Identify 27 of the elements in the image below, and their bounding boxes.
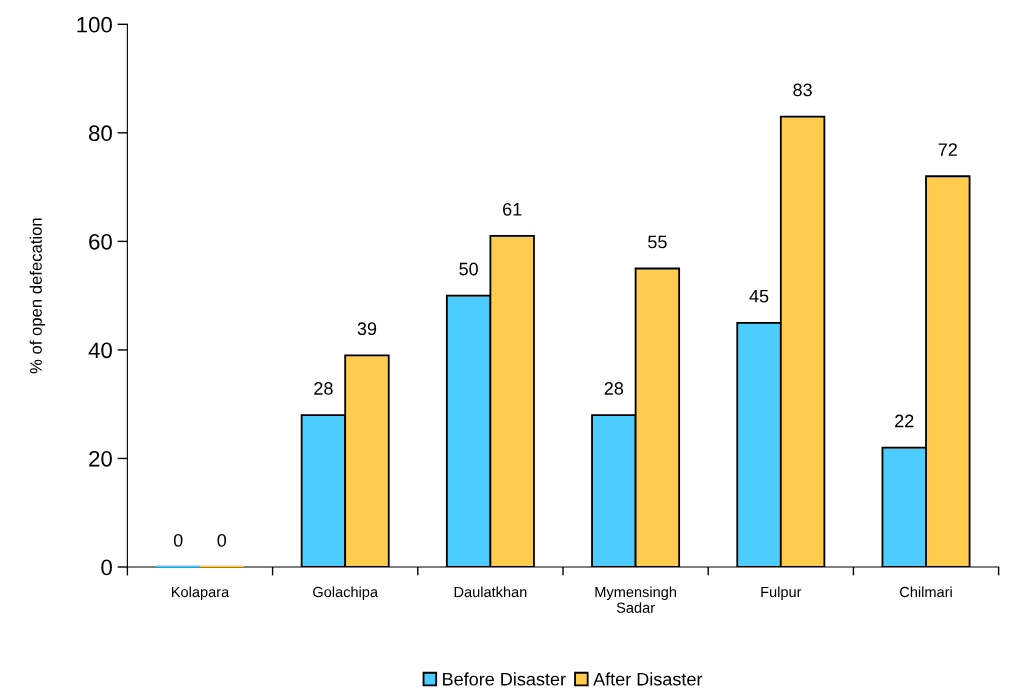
- x-tick-label: Fulpur: [761, 586, 802, 601]
- y-tick-label: 20: [89, 450, 112, 467]
- data-label: 0: [217, 533, 227, 547]
- y-tick-label: 0: [101, 559, 112, 576]
- x-tick-label: Mymensingh Sadar: [595, 586, 676, 613]
- data-label: 28: [314, 382, 333, 395]
- data-label: 0: [173, 533, 183, 547]
- y-tick-label: 40: [88, 342, 112, 359]
- data-label: 39: [357, 322, 377, 336]
- legend-label: Before Disaster: [443, 672, 566, 686]
- data-label: 72: [938, 143, 957, 156]
- x-tick-label: Daulatkhan: [454, 586, 527, 598]
- data-label: 83: [793, 83, 812, 97]
- x-tick-label: Kolapara: [171, 586, 230, 601]
- data-label: 55: [648, 235, 667, 249]
- data-label: 45: [749, 289, 769, 303]
- data-label: 61: [503, 202, 522, 216]
- y-tick-label: 80: [89, 125, 112, 142]
- y-axis-title: % of open defecation: [29, 218, 46, 374]
- y-tick-label: 60: [89, 233, 112, 250]
- data-label: 22: [895, 414, 914, 428]
- data-label: 28: [604, 382, 624, 395]
- y-tick-label: 100: [77, 16, 112, 33]
- legend-label: After Disaster: [593, 672, 703, 686]
- data-label: 50: [459, 262, 478, 276]
- x-tick-label: Chilmari: [900, 586, 952, 598]
- x-tick-label: Golachipa: [313, 586, 379, 601]
